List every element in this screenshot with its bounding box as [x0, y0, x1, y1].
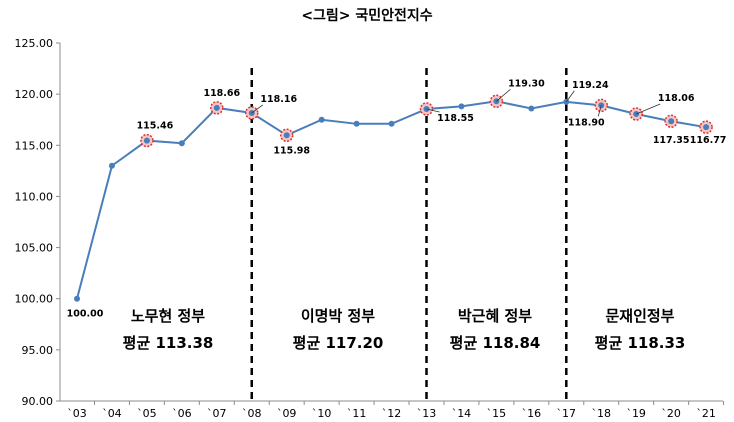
data-point: [528, 105, 535, 112]
data-point: [213, 104, 220, 111]
label-leader-line: [565, 90, 575, 103]
x-tick-label: `19: [626, 407, 646, 420]
y-tick-label: 120.00: [15, 88, 54, 101]
x-tick-label: `16: [522, 407, 542, 420]
label-leader-line: [426, 108, 440, 113]
x-tick-label: `13: [417, 407, 437, 420]
data-label: 118.16: [260, 94, 297, 105]
x-tick-label: `18: [592, 407, 612, 420]
y-tick-label: 90.00: [22, 395, 54, 408]
data-label: 118.90: [568, 117, 605, 128]
period-name: 이명박 정부: [301, 307, 375, 325]
x-tick-label: `09: [277, 407, 297, 420]
x-tick-label: `12: [382, 407, 402, 420]
data-point: [353, 120, 360, 127]
period-average: 평균 117.20: [293, 334, 384, 352]
x-tick-label: `17: [557, 407, 577, 420]
data-label: 118.66: [203, 88, 240, 99]
data-point: [318, 116, 325, 123]
x-tick-label: `08: [242, 407, 262, 420]
data-label: 100.00: [67, 309, 104, 320]
data-point: [143, 137, 150, 144]
x-tick-label: `07: [207, 407, 227, 420]
y-tick-label: 125.00: [15, 37, 54, 50]
x-tick-label: `10: [312, 407, 332, 420]
data-point: [668, 118, 675, 125]
x-tick-label: `14: [452, 407, 472, 420]
data-point: [388, 120, 395, 127]
period-average: 평균 118.33: [595, 334, 686, 352]
y-tick-label: 100.00: [15, 293, 54, 306]
data-label: 119.24: [572, 80, 609, 91]
data-label: 118.06: [658, 93, 695, 104]
data-label: 119.30: [508, 78, 545, 89]
y-tick-label: 105.00: [15, 242, 54, 255]
data-labels: 100.00 115.46 118.66 118.16 115.98 118.55 119.…: [67, 78, 727, 319]
x-tick-label: `03: [67, 407, 87, 420]
period-name: 문재인정부: [605, 307, 674, 325]
y-tick-label: 95.00: [22, 344, 54, 357]
data-point: [178, 140, 185, 147]
data-point: [458, 103, 465, 110]
data-point: [74, 295, 80, 302]
data-label: 115.46: [137, 121, 174, 132]
x-tick-label: `06: [172, 407, 192, 420]
data-label: 116.77: [690, 135, 727, 146]
period-average: 평균 118.84: [450, 334, 541, 352]
x-tick-label: `15: [487, 407, 507, 420]
label-leader-line: [597, 105, 602, 117]
x-tick-label: `20: [661, 407, 681, 420]
label-leader-line: [636, 103, 661, 115]
data-point: [703, 124, 710, 131]
y-tick-label: 110.00: [15, 190, 54, 203]
x-tick-label: `04: [102, 407, 122, 420]
data-point: [283, 132, 290, 139]
period-dividers: [250, 68, 568, 401]
x-tick-label: `21: [696, 407, 716, 420]
data-point: [108, 162, 115, 169]
y-tick-label: 115.00: [15, 139, 54, 152]
data-label: 115.98: [273, 145, 310, 156]
data-label: 117.35: [653, 135, 690, 146]
period-name: 박근혜 정부: [458, 307, 532, 325]
x-tick-label: `05: [137, 407, 157, 420]
chart-title: <그림> 국민안전지수: [301, 7, 432, 24]
period-name: 노무현 정부: [131, 307, 205, 325]
label-leader-line: [251, 104, 263, 114]
chart-axes: 90.00 95.00 100.00 105.00 110.00 115.00 120.00…: [15, 37, 725, 420]
label-leader-line: [496, 88, 511, 102]
data-label: 118.55: [437, 113, 474, 124]
x-tick-label: `11: [347, 407, 367, 420]
period-average: 평균 113.38: [123, 334, 214, 352]
